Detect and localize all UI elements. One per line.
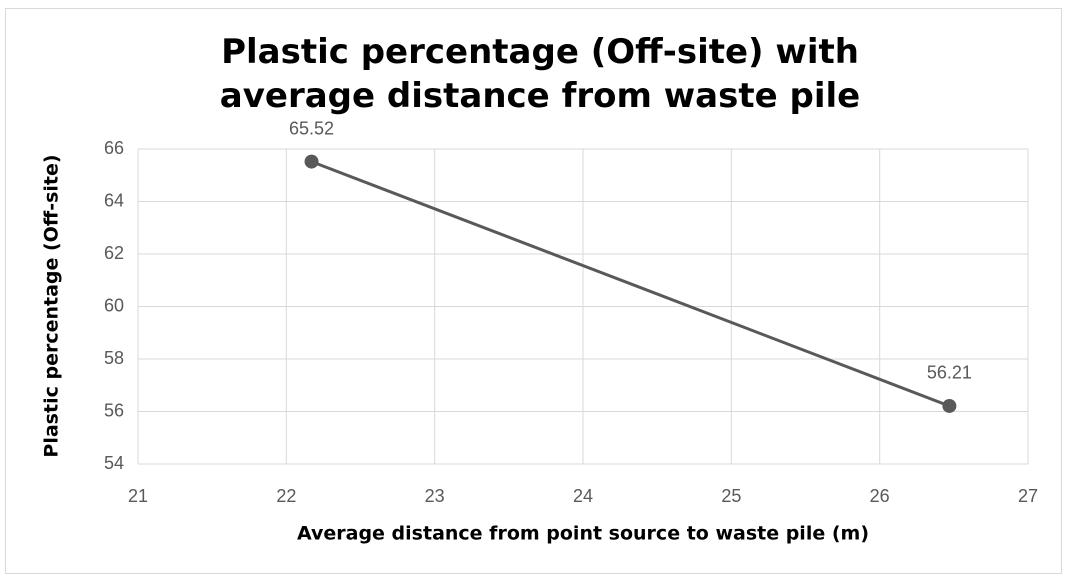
data-line bbox=[311, 160, 950, 408]
y-axis-title: Plastic percentage (Off-site) bbox=[41, 154, 63, 457]
data-label: 56.21 bbox=[927, 363, 972, 383]
y-tick-label: 58 bbox=[104, 348, 124, 368]
data-point bbox=[942, 398, 957, 413]
y-tick-label: 66 bbox=[104, 138, 124, 158]
x-axis-title: Average distance from point source to wa… bbox=[297, 523, 869, 545]
y-tick-label: 54 bbox=[104, 453, 124, 473]
x-tick-label: 27 bbox=[1018, 486, 1038, 506]
y-tick-label: 62 bbox=[104, 243, 124, 263]
y-tick-label: 60 bbox=[104, 295, 124, 315]
x-tick-label: 21 bbox=[128, 486, 148, 506]
chart-title: Plastic percentage (Off-site) with avera… bbox=[219, 32, 861, 116]
x-tick-label: 23 bbox=[425, 486, 445, 506]
x-tick-label: 22 bbox=[276, 486, 296, 506]
chart-border bbox=[5, 8, 1062, 574]
x-tick-label: 25 bbox=[721, 486, 741, 506]
y-tick-label: 56 bbox=[104, 400, 124, 420]
data-point bbox=[304, 154, 319, 169]
data-label: 65.52 bbox=[289, 118, 334, 138]
y-tick-label: 64 bbox=[104, 190, 124, 210]
x-tick-label: 26 bbox=[870, 486, 890, 506]
x-tick-label: 24 bbox=[573, 486, 593, 506]
